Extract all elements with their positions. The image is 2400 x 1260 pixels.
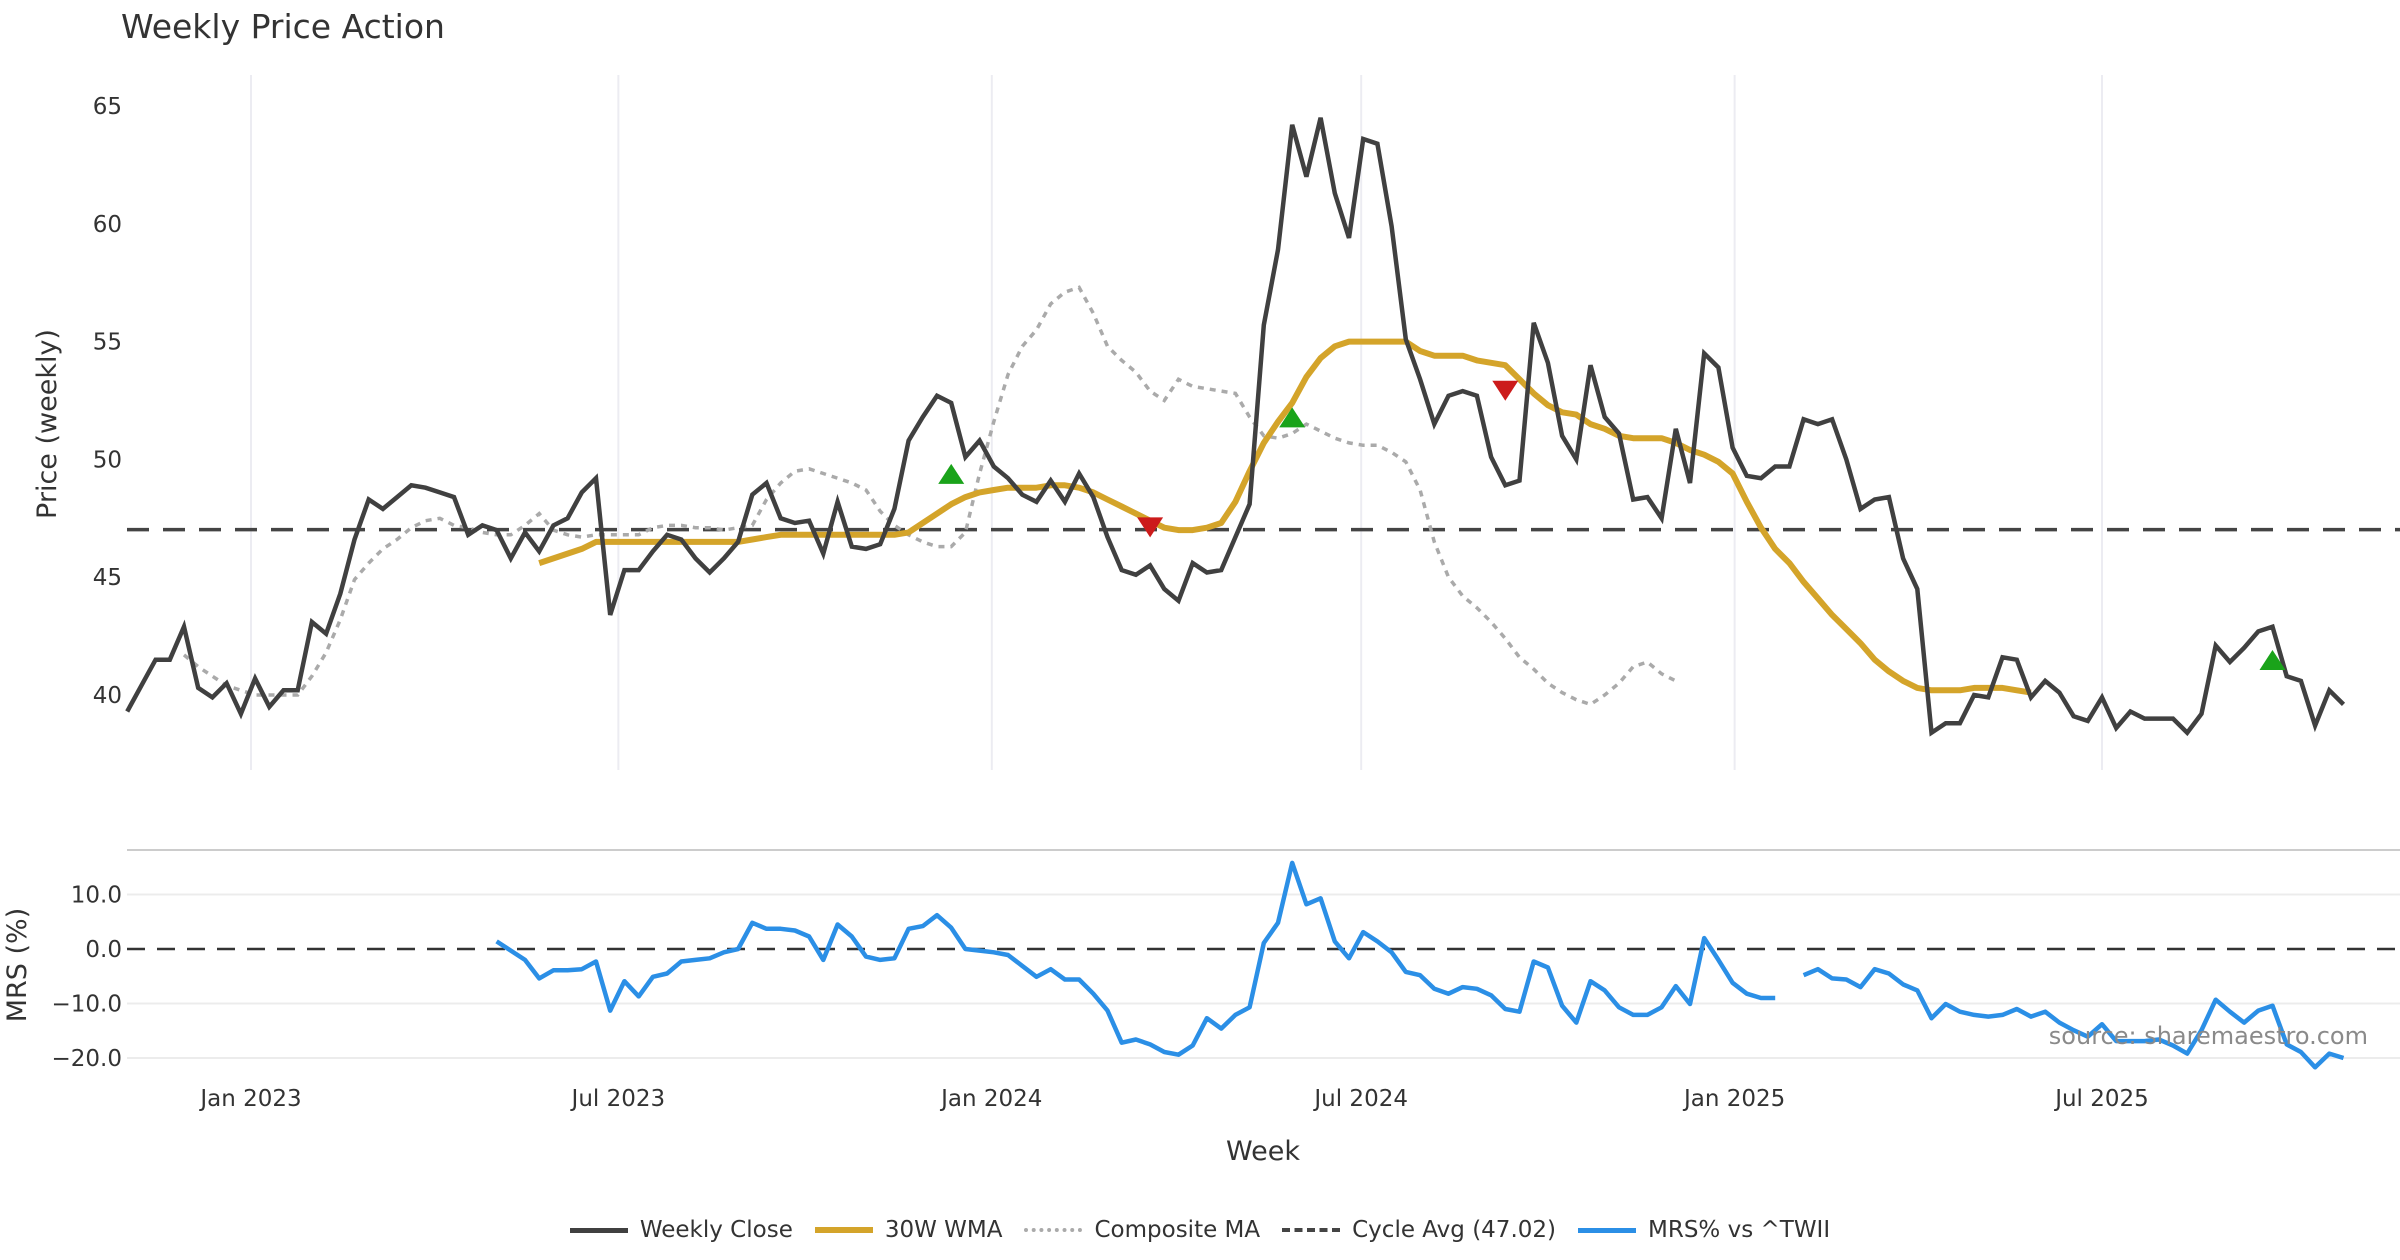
- signal-markers: [938, 380, 2286, 671]
- legend-item-composite-ma: Composite MA: [1024, 1217, 1260, 1243]
- legend-swatch-mrs: [1578, 1227, 1636, 1233]
- x-tick-label: Jan 2024: [939, 1086, 1042, 1112]
- mrs-y-axis-label: MRS (%): [2, 908, 33, 1023]
- buy-signal-marker: [1279, 407, 1306, 428]
- mrs-y-ticks: −20.0 −10.0 0.0 10.0: [52, 883, 122, 1073]
- mrs-y-tick-label: 10.0: [71, 883, 122, 909]
- x-tick-label: Jul 2025: [2053, 1086, 2149, 1112]
- sell-signal-marker: [1492, 380, 1519, 401]
- legend-swatch-composite-ma: [1024, 1228, 1083, 1232]
- price-y-tick-label: 65: [93, 94, 122, 120]
- legend-swatch-30w-wma: [814, 1227, 873, 1233]
- x-tick-label: Jul 2023: [570, 1086, 666, 1112]
- legend-swatch-cycle-avg: [1282, 1228, 1341, 1232]
- mrs-y-tick-label: −20.0: [52, 1046, 122, 1072]
- x-ticks: Jan 2023 Jul 2023 Jan 2024 Jul 2024 Jan 2025…: [198, 1086, 2148, 1112]
- legend: Weekly Close 30W WMA Composite MA Cycle …: [0, 1212, 2400, 1248]
- legend-label: Cycle Avg (47.02): [1352, 1217, 1556, 1243]
- x-axis-label: Week: [1226, 1136, 1300, 1167]
- x-tick-label: Jan 2023: [198, 1086, 301, 1112]
- price-y-tick-label: 55: [93, 330, 122, 356]
- mrs-line: [495, 860, 2345, 1070]
- chart-title: Weekly Price Action: [121, 7, 445, 46]
- legend-item-weekly-close: Weekly Close: [569, 1217, 793, 1243]
- legend-label: Composite MA: [1094, 1217, 1261, 1243]
- mrs-grid: [127, 893, 2400, 1059]
- sell-signal-marker: [1137, 517, 1164, 538]
- legend-label: MRS% vs ^TWII: [1648, 1217, 1831, 1243]
- price-series: [125, 117, 2400, 737]
- price-y-axis-label: Price (weekly): [32, 329, 63, 519]
- legend-swatch-weekly-close: [569, 1227, 628, 1233]
- x-tick-label: Jan 2025: [1682, 1086, 1785, 1112]
- price-y-tick-label: 60: [93, 212, 122, 238]
- composite-ma-line: [182, 285, 1677, 707]
- price-y-tick-label: 45: [93, 565, 122, 591]
- price-y-tick-label: 40: [93, 683, 122, 709]
- legend-item-30w-wma: 30W WMA: [814, 1217, 1003, 1243]
- weekly-close-line: [125, 117, 2346, 737]
- legend-label: 30W WMA: [884, 1217, 1003, 1243]
- x-tick-label: Jul 2024: [1312, 1086, 1408, 1112]
- price-y-tick-label: 50: [93, 447, 122, 473]
- legend-item-cycle-avg: Cycle Avg (47.02): [1282, 1217, 1556, 1243]
- legend-label: Weekly Close: [639, 1217, 793, 1243]
- buy-signal-marker: [2259, 650, 2286, 671]
- price-y-ticks: 40 45 50 55 60 65: [93, 94, 122, 709]
- mrs-y-tick-label: 0.0: [85, 937, 122, 963]
- legend-item-mrs: MRS% vs ^TWII: [1578, 1217, 1830, 1243]
- mrs-series: [127, 860, 2400, 1070]
- mrs-y-tick-label: −10.0: [52, 992, 122, 1018]
- source-annotation: source: sharemaestro.com: [2049, 1022, 2368, 1050]
- buy-signal-marker: [938, 463, 965, 484]
- wma-30w-line: [538, 338, 2032, 696]
